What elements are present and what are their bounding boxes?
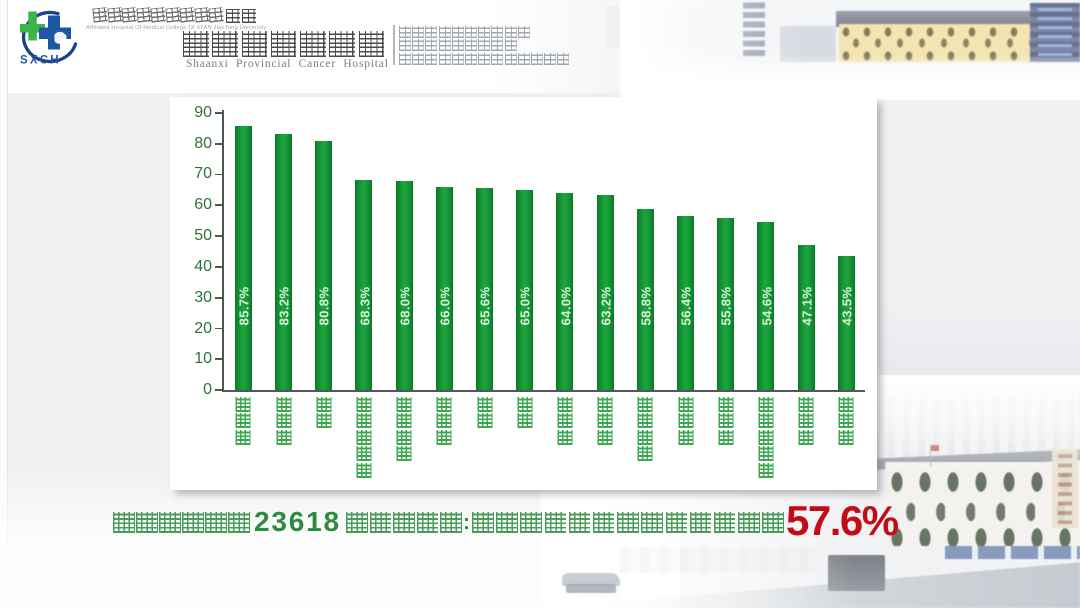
svg-text:SXCH: SXCH: [20, 55, 61, 67]
